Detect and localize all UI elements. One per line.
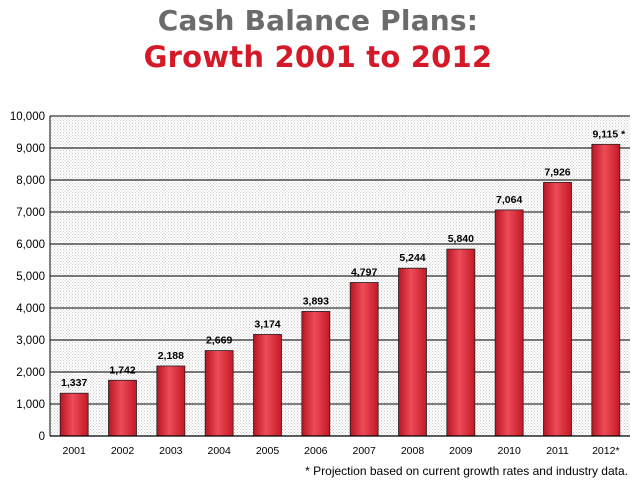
bar bbox=[398, 267, 427, 437]
y-tick-label: 8,000 bbox=[16, 175, 45, 187]
data-label: 2,188 bbox=[158, 350, 184, 362]
x-tick-label: 2007 bbox=[352, 445, 376, 457]
x-tick-label: 2004 bbox=[207, 445, 231, 457]
data-label: 1,742 bbox=[109, 364, 135, 376]
data-label: 7,064 bbox=[496, 194, 522, 206]
bars bbox=[59, 143, 621, 437]
x-tick-label: 2002 bbox=[111, 445, 135, 457]
data-label: 2,669 bbox=[206, 335, 232, 347]
y-tick-label: 5,000 bbox=[16, 271, 45, 283]
x-axis: 2001 2002 2003 2004 2005 2006 2007 2008 2009 2010… bbox=[50, 435, 630, 457]
chart-subtitle: Growth 2001 to 2012 bbox=[143, 40, 493, 74]
x-tick-label: 2008 bbox=[401, 445, 425, 457]
y-tick-label: 6,000 bbox=[16, 239, 45, 251]
data-label: 9,115 * bbox=[592, 128, 626, 140]
bar bbox=[253, 334, 282, 437]
x-tick-label: 2001 bbox=[62, 445, 86, 457]
bar bbox=[59, 392, 89, 437]
bar bbox=[591, 143, 621, 437]
data-label: 5,244 bbox=[399, 252, 425, 264]
bar bbox=[494, 209, 524, 437]
footnote: * Projection based on current growth rat… bbox=[305, 464, 628, 478]
data-label: 4,797 bbox=[351, 266, 377, 278]
y-tick-label: 10,000 bbox=[10, 111, 45, 123]
y-tick-label: 9,000 bbox=[16, 143, 45, 155]
y-tick-label: 1,000 bbox=[16, 399, 45, 411]
bar bbox=[446, 248, 476, 437]
data-label: 3,893 bbox=[303, 295, 329, 307]
y-tick-label: 0 bbox=[39, 431, 45, 443]
data-label: 5,840 bbox=[448, 233, 474, 245]
x-tick-label: 2006 bbox=[304, 445, 328, 457]
bar bbox=[204, 350, 234, 437]
x-tick-label: 2012* bbox=[592, 445, 619, 457]
y-tick-label: 4,000 bbox=[16, 303, 45, 315]
bar bbox=[156, 365, 186, 437]
bar bbox=[543, 181, 572, 437]
x-tick-label: 2009 bbox=[449, 445, 473, 457]
x-tick-label: 2005 bbox=[256, 445, 280, 457]
data-labels: 1,337 1,742 2,188 2,669 3,174 3,893 4,797 5,244… bbox=[61, 128, 626, 389]
bar bbox=[108, 379, 137, 437]
data-label: 3,174 bbox=[254, 318, 280, 330]
y-tick-label: 7,000 bbox=[16, 207, 45, 219]
x-tick-label: 2003 bbox=[159, 445, 183, 457]
data-label: 7,926 bbox=[544, 166, 570, 178]
y-tick-label: 2,000 bbox=[16, 367, 45, 379]
x-tick-label: 2011 bbox=[546, 445, 569, 457]
chart-title: Cash Balance Plans: bbox=[157, 4, 479, 37]
bar bbox=[349, 282, 379, 437]
y-axis: 0 1,000 2,000 3,000 4,000 5,000 6,000 7,000 8,00… bbox=[10, 111, 51, 443]
x-tick-label: 2010 bbox=[497, 445, 521, 457]
data-label: 1,337 bbox=[61, 377, 87, 389]
bar bbox=[301, 311, 331, 437]
y-tick-label: 3,000 bbox=[16, 335, 45, 347]
gridlines bbox=[50, 115, 630, 437]
